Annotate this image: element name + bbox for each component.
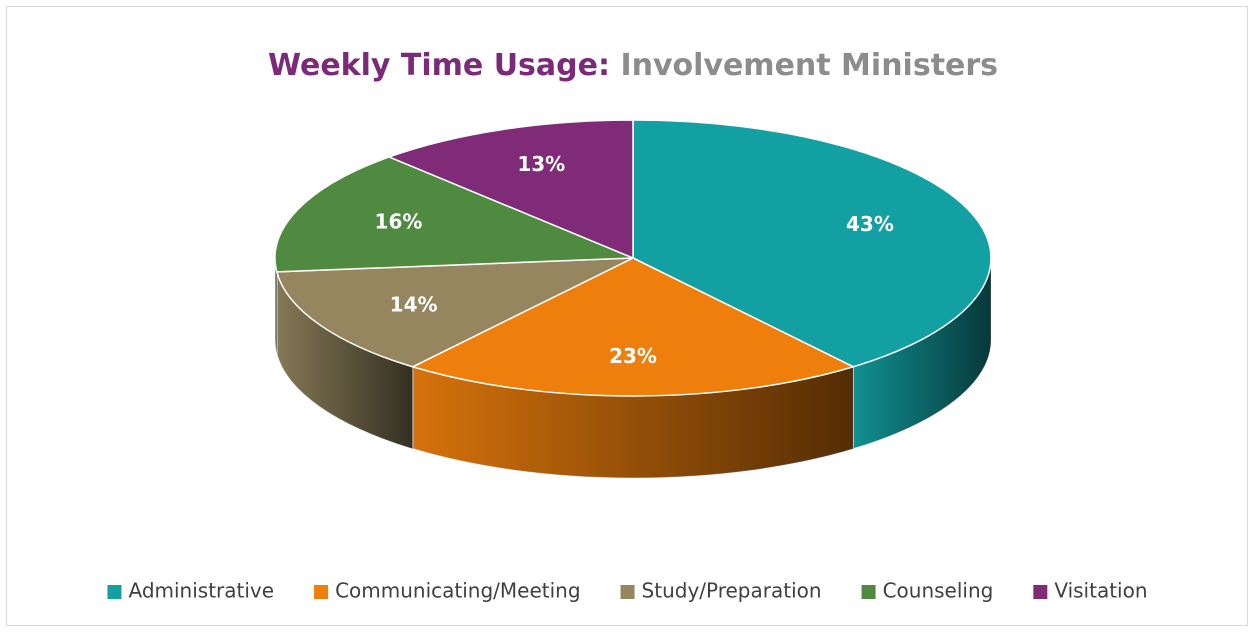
slice-side-shade xyxy=(276,271,413,449)
slice-side-shade xyxy=(853,258,991,449)
data-label: 43% xyxy=(846,212,894,236)
slice xyxy=(410,257,856,397)
legend-label: Counseling xyxy=(883,579,994,603)
slice xyxy=(274,156,634,273)
slice-side-shade xyxy=(275,258,277,354)
title-lead: Weekly Time Usage: xyxy=(268,48,610,83)
slice xyxy=(275,257,634,368)
legend-swatch xyxy=(107,585,122,599)
data-label: 14% xyxy=(390,293,438,317)
slice xyxy=(632,119,992,368)
legend-label: Communicating/Meeting xyxy=(335,579,580,603)
data-label: 13% xyxy=(517,152,565,176)
legend-swatch xyxy=(1033,585,1048,599)
legend: Administrative Communicating/Meeting Study… xyxy=(107,579,1148,603)
slice-side-shade xyxy=(412,366,854,478)
legend-swatch xyxy=(861,585,876,599)
legend-label: Study/Preparation xyxy=(642,579,822,603)
legend-label: Visitation xyxy=(1054,579,1147,603)
chart-title: Weekly Time Usage: Involvement Ministers xyxy=(268,48,998,83)
legend-swatch xyxy=(314,585,329,599)
title-rest: Involvement Ministers xyxy=(620,48,998,83)
legend-swatch xyxy=(620,585,635,599)
data-label: 23% xyxy=(609,344,657,368)
data-label: 16% xyxy=(375,209,423,233)
legend-label: Administrative xyxy=(128,579,274,603)
slice xyxy=(387,119,634,260)
